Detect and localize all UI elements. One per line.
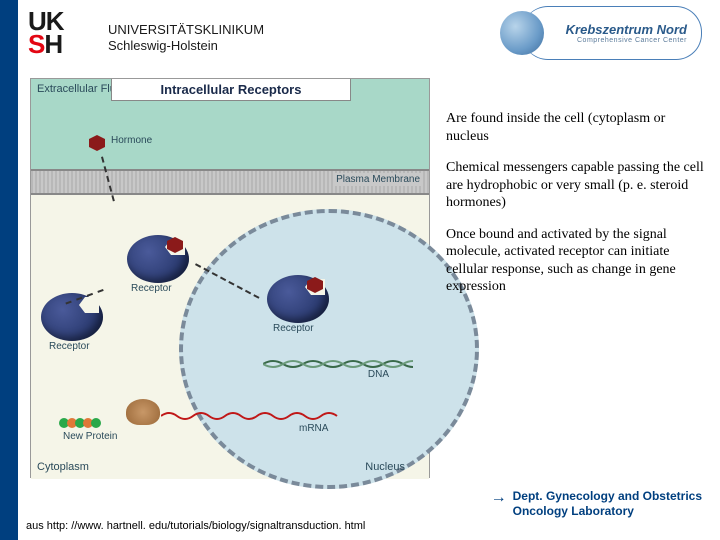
receptor-label: Receptor	[131, 283, 172, 294]
org-line2: Schleswig-Holstein	[108, 38, 264, 54]
krebs-line1: Krebszentrum Nord	[566, 22, 687, 37]
krebs-line2: Comprehensive Cancer Center	[566, 37, 687, 44]
dna-label: DNA	[368, 369, 389, 380]
mrna-strand	[161, 409, 341, 421]
paragraph-2: Chemical messengers capable passing the …	[446, 159, 704, 212]
department-footer: → Dept. Gynecology and Obstetrics Oncolo…	[491, 489, 702, 518]
org-line1: UNIVERSITÄTSKLINIKUM	[108, 22, 264, 38]
arrow-right-icon: →	[491, 489, 507, 507]
text-column: Are found inside the cell (cytoplasm or …	[446, 110, 704, 310]
dna-strand	[263, 357, 413, 369]
paragraph-1: Are found inside the cell (cytoplasm or …	[446, 110, 704, 145]
ribosome-icon	[126, 399, 160, 425]
membrane-label: Plasma Membrane	[333, 173, 423, 186]
header: UK SH UNIVERSITÄTSKLINIKUM Schleswig-Hol…	[0, 0, 720, 72]
receptor-label: Receptor	[273, 323, 314, 334]
cytoplasm-label: Cytoplasm	[37, 461, 89, 473]
uksh-logo: UK SH	[28, 10, 88, 57]
mrna-label: mRNA	[299, 423, 328, 434]
new-protein-label: New Protein	[63, 431, 117, 442]
receptor-bound-cyto	[127, 235, 189, 283]
krebszentrum-logo: Krebszentrum Nord Comprehensive Cancer C…	[522, 6, 702, 60]
org-name: UNIVERSITÄTSKLINIKUM Schleswig-Holstein	[108, 22, 264, 53]
diagram-title: Intracellular Receptors	[111, 79, 351, 101]
receptor-label: Receptor	[49, 341, 90, 352]
hormone-label: Hormone	[111, 135, 152, 146]
logo-s: S	[28, 29, 44, 59]
dept-line2: Oncology Laboratory	[513, 504, 702, 518]
receptor-bound-nucleus	[267, 275, 329, 323]
receptor-diagram: Extracellular Fluid Intracellular Recept…	[30, 78, 430, 478]
citation-text: aus http: //www. hartnell. edu/tutorials…	[26, 520, 365, 532]
nucleus-region	[179, 209, 479, 489]
nucleus-label: Nucleus	[365, 461, 405, 473]
paragraph-3: Once bound and activated by the signal m…	[446, 226, 704, 296]
dept-line1: Dept. Gynecology and Obstetrics	[513, 489, 702, 503]
logo-h: H	[44, 29, 62, 59]
side-bar	[0, 0, 18, 540]
